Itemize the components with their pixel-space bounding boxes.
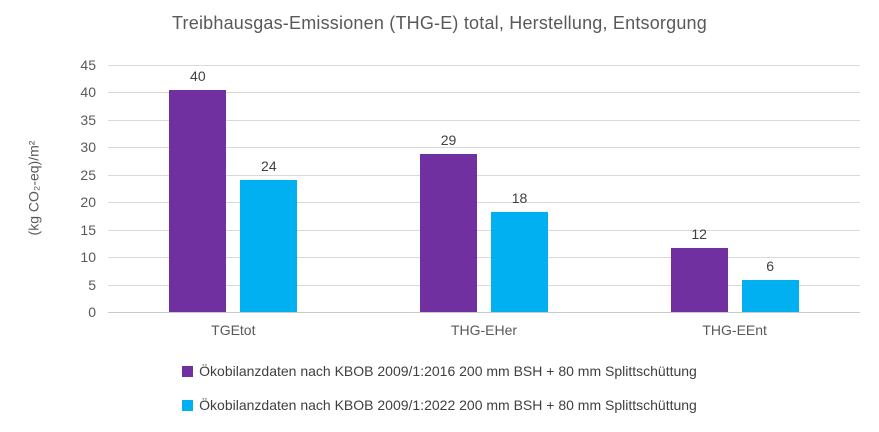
legend-item: Ökobilanzdaten nach KBOB 2009/1:2022 200… <box>0 396 879 414</box>
bar: 18 <box>490 190 548 312</box>
plot-area: 40 24 29 18 12 6 <box>108 65 860 313</box>
gridline <box>108 202 860 204</box>
data-label: 29 <box>440 131 457 148</box>
data-label: 18 <box>511 189 528 206</box>
gridline <box>108 229 860 231</box>
category-label: TGEtot <box>211 322 256 338</box>
legend-label: Ökobilanzdaten nach KBOB 2009/1:2016 200… <box>199 363 697 379</box>
chart-title: Treibhausgas-Emissionen (THG-E) total, H… <box>172 13 707 33</box>
gridline <box>108 147 860 149</box>
data-label: 12 <box>691 225 707 242</box>
y-tick-label: 15 <box>80 221 96 238</box>
legend-item: Ökobilanzdaten nach KBOB 2009/1:2016 200… <box>0 362 879 380</box>
category-label: THG-EEnt <box>702 322 767 338</box>
y-tick-label: 45 <box>80 57 96 73</box>
y-tick-label: 40 <box>80 84 96 101</box>
y-axis-title: (kg CO₂-eq)/m² <box>25 140 42 236</box>
bar: 6 <box>741 258 799 312</box>
legend-color-swatch <box>182 365 194 377</box>
bar-group: 12 6 <box>609 65 860 312</box>
gridline <box>108 284 860 286</box>
legend-color-swatch <box>182 399 194 411</box>
y-tick-label: 30 <box>80 139 96 156</box>
bar: 24 <box>240 158 298 312</box>
y-tick-label: 5 <box>88 276 96 293</box>
x-axis-line <box>108 312 860 313</box>
data-label: 24 <box>261 157 277 174</box>
y-tick-label: 25 <box>80 166 96 183</box>
y-tick-label: 35 <box>80 111 96 128</box>
gridline <box>108 257 860 259</box>
data-label: 40 <box>190 67 206 84</box>
gridline <box>108 92 860 94</box>
bar-group: 29 18 <box>359 65 610 312</box>
gridline <box>108 65 860 66</box>
bar-group: 40 24 <box>108 65 359 312</box>
y-tick-label: 20 <box>80 194 96 211</box>
bar: 12 <box>670 226 728 312</box>
category-label: THG-EHer <box>450 322 518 338</box>
gridline <box>108 174 860 176</box>
legend-label: Ökobilanzdaten nach KBOB 2009/1:2022 200… <box>199 397 697 413</box>
bar: 29 <box>419 132 477 312</box>
data-label: 6 <box>766 257 775 274</box>
y-tick-label: 10 <box>80 249 96 266</box>
gridline <box>108 119 860 121</box>
bar: 40 <box>169 68 227 312</box>
y-tick-label: 0 <box>88 304 96 320</box>
